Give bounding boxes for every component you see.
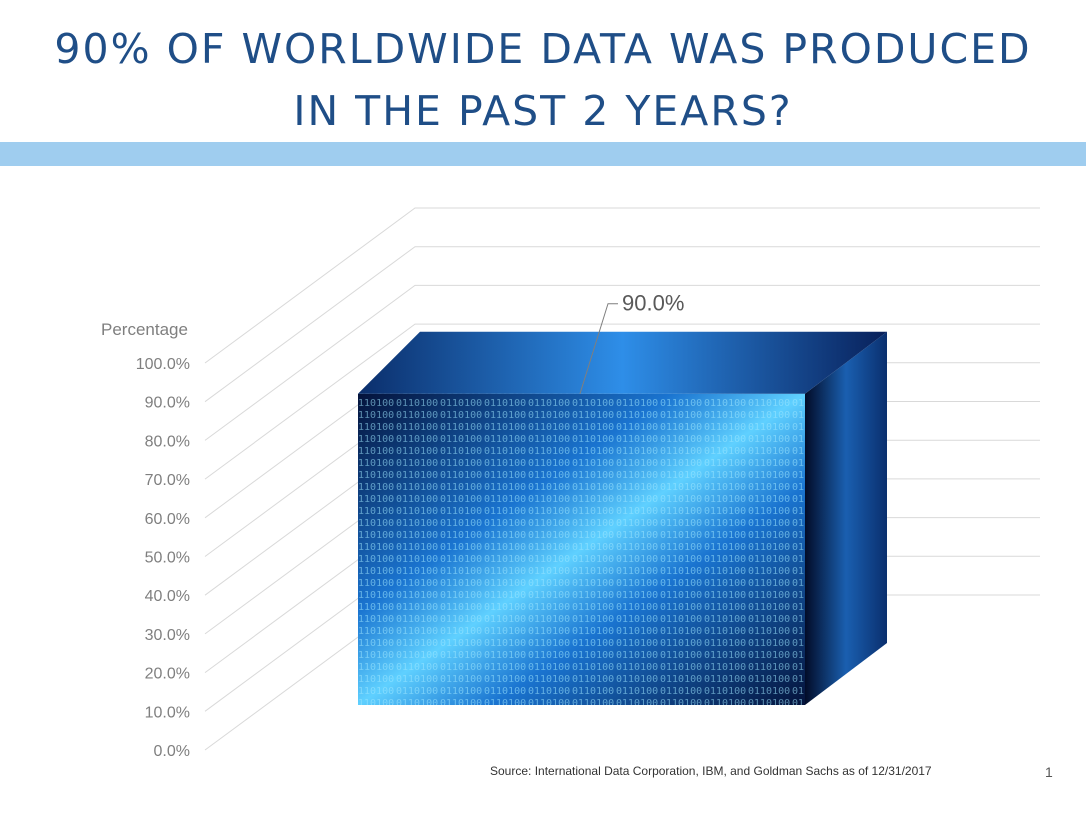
slide-title: 90% OF WORLDWIDE DATA WAS PRODUCED IN TH… <box>0 18 1086 142</box>
y-tick-label: 70.0% <box>145 472 190 489</box>
data-label: 90.0% <box>622 291 684 316</box>
title-line-2: IN THE PAST 2 YEARS? <box>293 87 793 135</box>
data-label-leader <box>579 303 618 394</box>
gridline <box>204 284 1040 441</box>
gridline <box>204 323 1040 480</box>
bar-series: 90.0% <box>358 291 887 705</box>
y-tick-label: 40.0% <box>145 588 190 605</box>
y-tick-label: 60.0% <box>145 511 190 528</box>
bar-binary-texture <box>358 393 805 705</box>
y-axis-ticks: 0.0% 10.0% 20.0% 30.0% 40.0% 50.0% 60.0% 70.0% 8… <box>136 356 190 760</box>
y-tick-label: 90.0% <box>145 395 190 412</box>
y-tick-label: 100.0% <box>136 356 190 373</box>
title-underline-band <box>0 142 1086 166</box>
gridline <box>204 207 1040 364</box>
source-note: Source: International Data Corporation, … <box>490 764 932 778</box>
y-tick-label: 50.0% <box>145 550 190 567</box>
y-tick-label: 20.0% <box>145 666 190 683</box>
bar-top-face <box>358 331 887 394</box>
gridline <box>204 246 1040 403</box>
y-tick-label: 30.0% <box>145 627 190 644</box>
page-number: 1 <box>1045 764 1053 780</box>
y-axis-label: Percentage <box>101 320 188 339</box>
title-line-1: 90% OF WORLDWIDE DATA WAS PRODUCED <box>54 25 1032 73</box>
bar-side-face <box>805 331 887 705</box>
y-tick-label: 80.0% <box>145 433 190 450</box>
y-tick-label: 10.0% <box>145 704 190 721</box>
y-tick-label: 0.0% <box>154 743 190 760</box>
